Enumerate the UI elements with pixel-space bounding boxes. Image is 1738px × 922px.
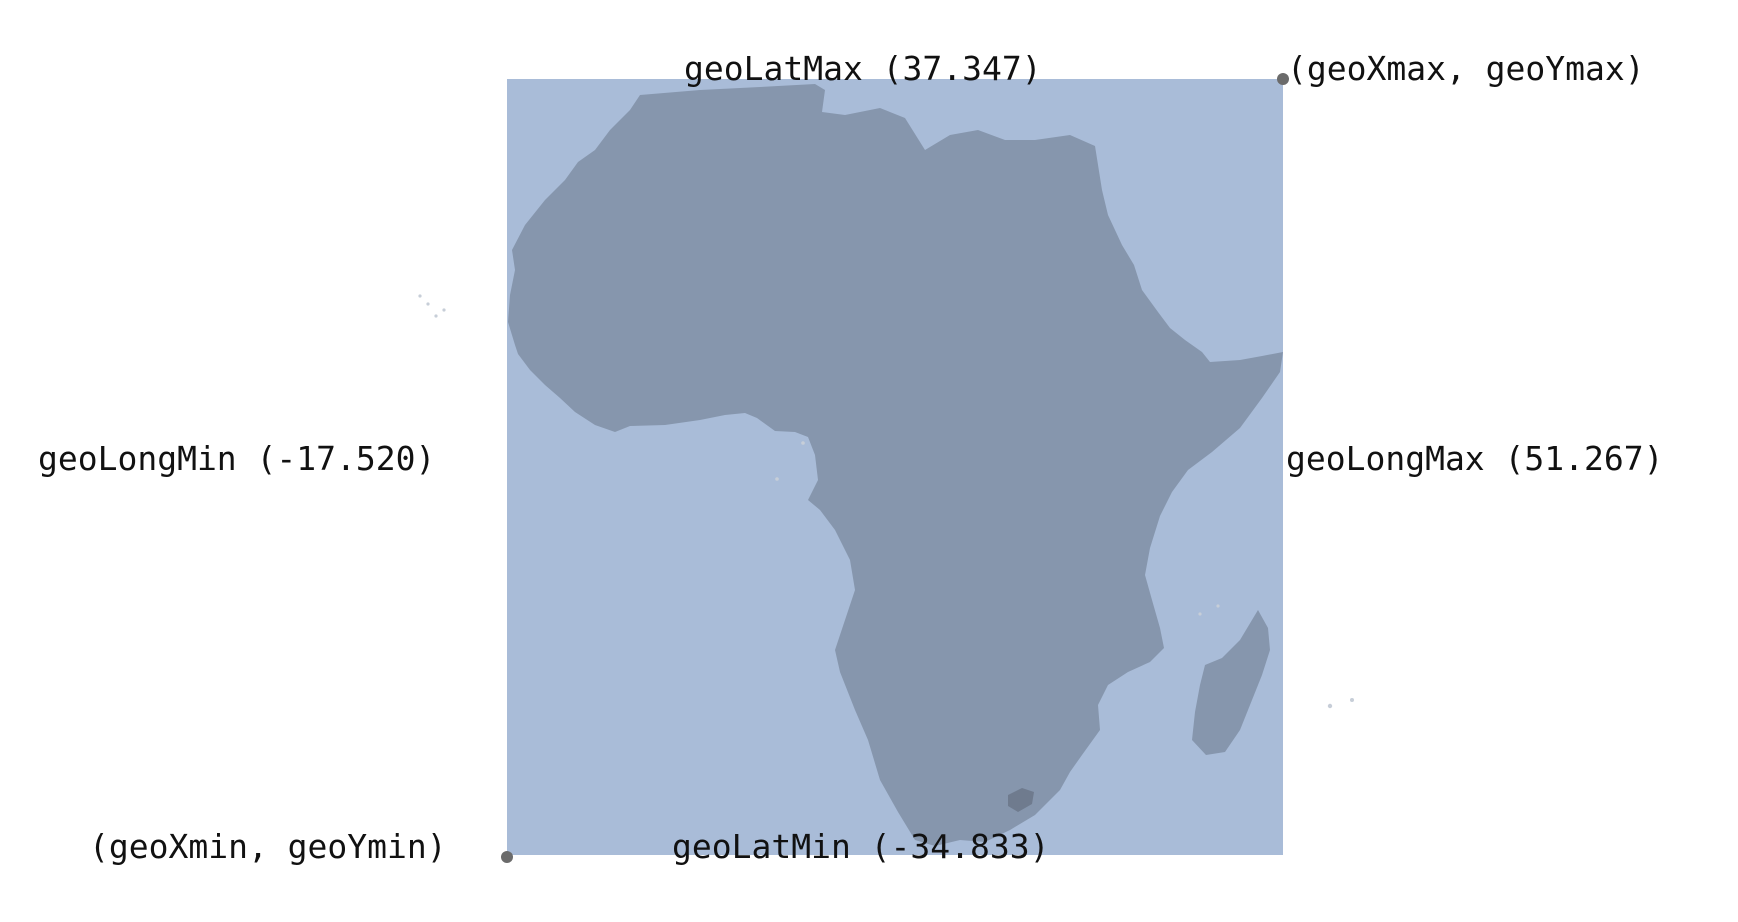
lesotho-region	[1008, 788, 1034, 812]
lat-min-label: geoLatMin (-34.833)	[672, 827, 1050, 866]
lat-max-label: geoLatMax (37.347)	[684, 49, 1042, 88]
corner-min-marker	[501, 851, 513, 863]
small-islands	[418, 294, 1354, 709]
corner-min-label: (geoXmin, geoYmin)	[89, 827, 447, 866]
long-max-label: geoLongMax (51.267)	[1286, 439, 1664, 478]
africa-landmass	[508, 84, 1283, 846]
long-min-label: geoLongMin (-17.520)	[38, 439, 436, 478]
corner-max-marker	[1277, 73, 1289, 85]
madagascar-island	[1192, 610, 1270, 755]
corner-max-label: (geoXmax, geoYmax)	[1287, 49, 1645, 88]
